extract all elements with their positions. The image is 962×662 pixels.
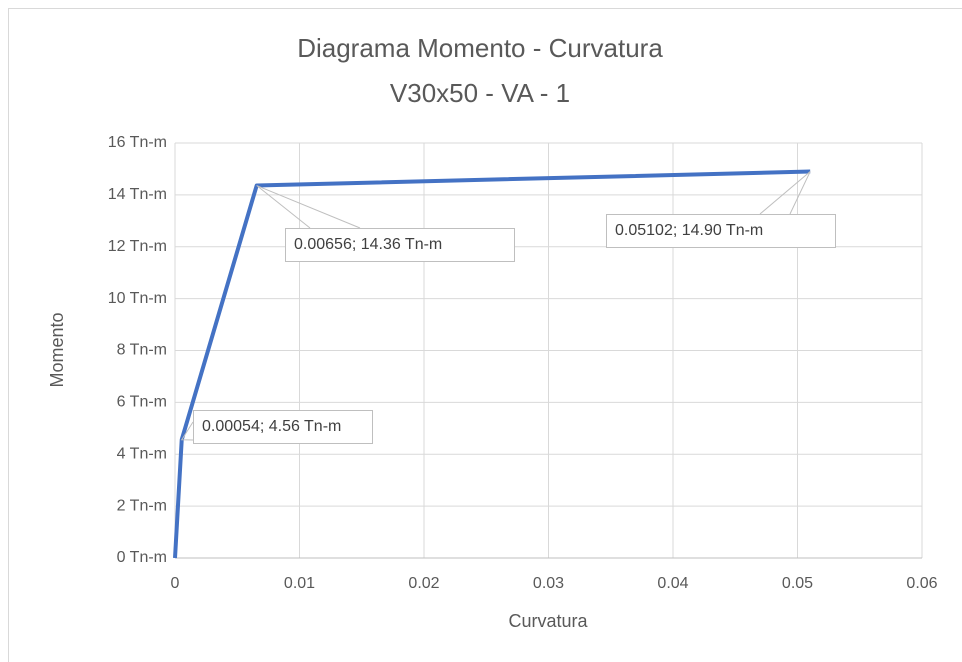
data-line: [173, 169, 811, 559]
y-tick-label: 8 Tn-m: [117, 342, 167, 359]
y-tick-label: 10 Tn-m: [108, 290, 167, 307]
y-tick-label: 2 Tn-m: [117, 497, 167, 514]
y-tick-label: 16 Tn-m: [108, 134, 167, 151]
y-tick-label: 14 Tn-m: [108, 186, 167, 203]
y-tick-label: 6 Tn-m: [117, 394, 167, 411]
x-tick-label: 0.02: [408, 575, 439, 592]
x-tick-label: 0: [171, 575, 180, 592]
y-tick-label: 0 Tn-m: [117, 549, 167, 566]
y-tick-label: 4 Tn-m: [117, 445, 167, 462]
x-tick-label: 0.05: [782, 575, 813, 592]
data-label: 0.00054; 4.56 Tn-m: [193, 410, 373, 444]
chart-border: [8, 8, 962, 662]
x-tick-label: 0.04: [657, 575, 688, 592]
x-tick-label: 0.01: [284, 575, 315, 592]
label-callout: [759, 171, 811, 215]
data-label: 0.00656; 14.36 Tn-m: [285, 228, 515, 262]
chart-title: Diagrama Momento - Curvatura: [297, 33, 663, 63]
y-axis-title: Momento: [47, 312, 67, 387]
label-callout: [180, 421, 194, 441]
chart-subtitle: V30x50 - VA - 1: [390, 78, 570, 108]
x-axis-title: Curvatura: [508, 611, 588, 631]
data-label: 0.05102; 14.90 Tn-m: [606, 214, 836, 248]
label-callout: [256, 185, 361, 229]
x-tick-label: 0.06: [906, 575, 937, 592]
y-tick-label: 12 Tn-m: [108, 238, 167, 255]
x-tick-label: 0.03: [533, 575, 564, 592]
